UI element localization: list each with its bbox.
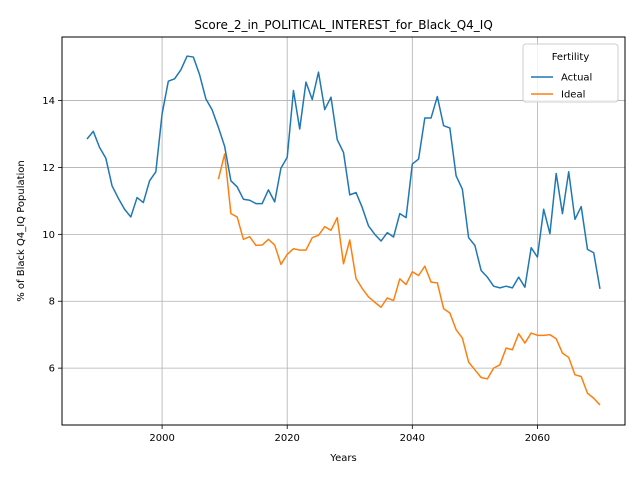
x-tick-label: 2040 [400, 433, 425, 444]
legend-box [522, 43, 619, 103]
legend-items: Actual Ideal [531, 73, 592, 101]
chart-title: Score_2_in_POLITICAL_INTEREST_for_Black_… [194, 18, 493, 32]
y-tick-label: 12 [42, 163, 55, 174]
legend-title: Fertility [552, 52, 590, 63]
x-tick-label: 2000 [149, 433, 174, 444]
y-tick-label: 14 [42, 96, 55, 107]
y-axis-ticks: 6 8 10 12 14 [42, 96, 62, 375]
x-tick-label: 2020 [274, 433, 299, 444]
x-axis-ticks: 2000 2020 2040 2060 [149, 425, 550, 444]
y-tick-label: 6 [49, 364, 55, 375]
x-axis-label: Years [329, 453, 356, 464]
series-line-actual [86, 55, 601, 289]
y-tick-label: 8 [49, 297, 55, 308]
series-line-ideal [217, 153, 601, 406]
legend-label-actual: Actual [561, 73, 592, 84]
legend-label-ideal: Ideal [561, 90, 585, 101]
x-tick-label: 2060 [525, 433, 550, 444]
plot-area-frame [61, 36, 626, 426]
series-lines [86, 55, 601, 406]
legend: Fertility Actual Ideal [522, 43, 619, 103]
y-axis-label: % of Black Q4_IQ Population [16, 160, 27, 302]
y-tick-label: 10 [42, 230, 55, 241]
